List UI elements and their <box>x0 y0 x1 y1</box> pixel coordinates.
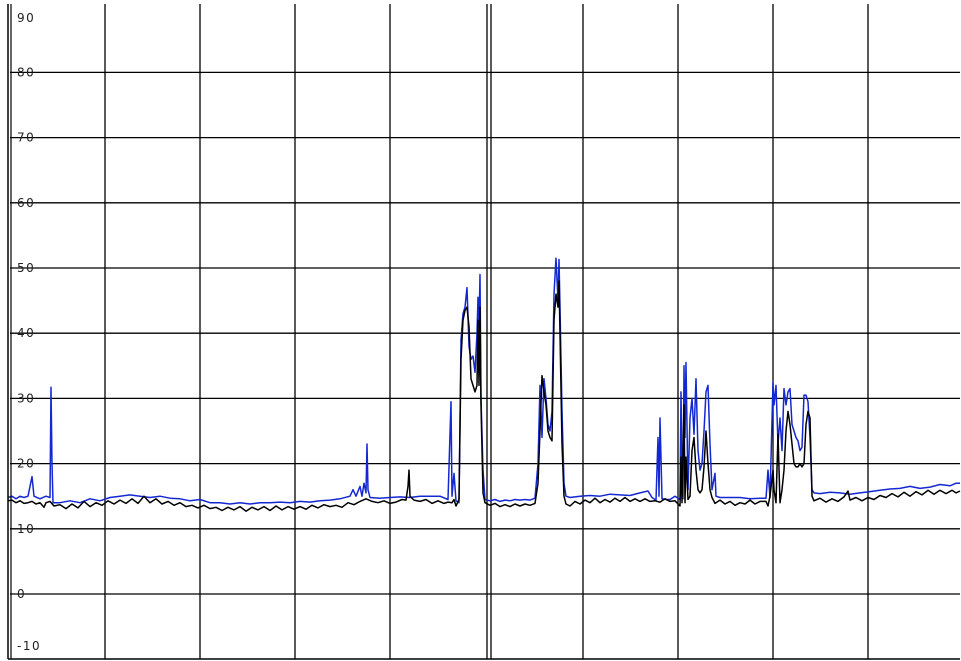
vertical-gridlines <box>104 4 869 659</box>
y-tick-label: 80 <box>17 65 35 79</box>
horizontal-gridlines <box>10 71 960 595</box>
y-tick-label: 40 <box>17 326 35 340</box>
y-tick-label: 10 <box>17 522 35 536</box>
y-tick-label: 0 <box>17 587 26 601</box>
y-tick-label: 90 <box>17 11 35 25</box>
y-tick-labels: 90 80 70 60 50 40 30 20 10 0 -10 <box>17 11 41 653</box>
series-line-black <box>7 280 961 512</box>
y-tick-label: 70 <box>17 131 35 145</box>
series-layer <box>7 257 961 512</box>
y-tick-label: 60 <box>17 196 35 210</box>
y-tick-label: 50 <box>17 261 35 275</box>
y-tick-label: -10 <box>17 639 41 653</box>
plot-frame <box>7 4 960 660</box>
y-tick-label: 20 <box>17 457 35 471</box>
y-tick-label: 30 <box>17 391 35 405</box>
